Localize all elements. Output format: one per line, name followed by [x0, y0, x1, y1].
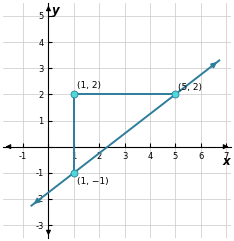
Text: (1, 2): (1, 2): [77, 81, 101, 90]
Text: y: y: [52, 4, 60, 17]
Text: (5, 2): (5, 2): [179, 83, 202, 92]
Text: x: x: [222, 154, 230, 167]
Text: (1, −1): (1, −1): [77, 177, 109, 186]
